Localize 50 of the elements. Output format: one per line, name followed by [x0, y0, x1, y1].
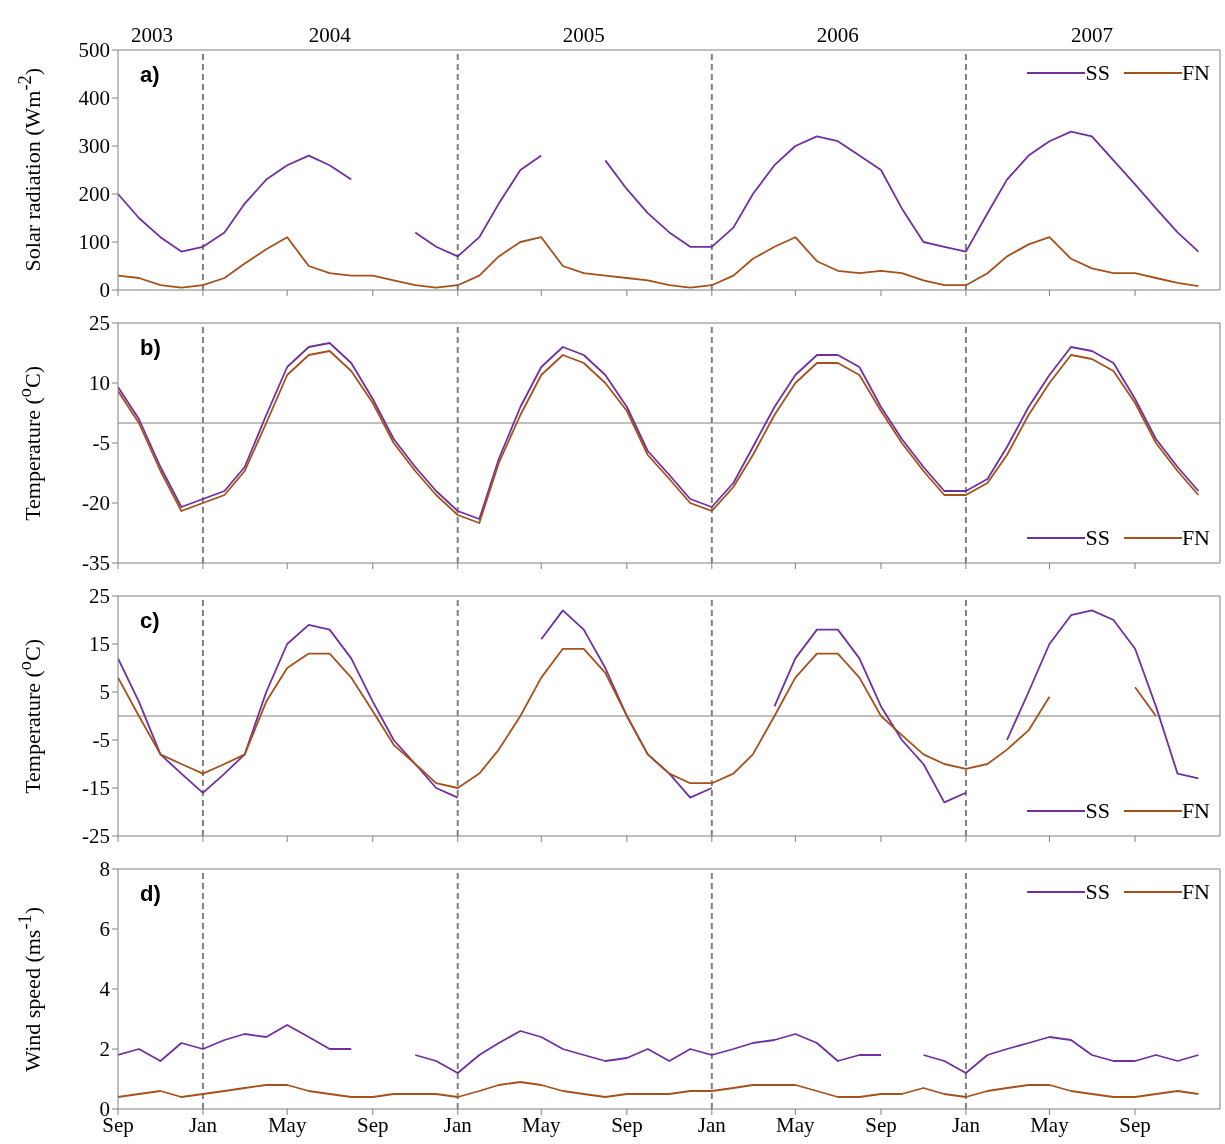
x-tick-label: May — [776, 1112, 816, 1137]
y-tick-label: 4 — [99, 977, 111, 1002]
x2-tick-label: 2005 — [562, 23, 605, 47]
legend-label: FN — [1181, 798, 1210, 824]
x-tick-label: Jan — [697, 1112, 727, 1137]
y-tick-label: 15 — [89, 632, 110, 657]
y-tick-label: 8 — [99, 857, 110, 882]
legend-label: SS — [1085, 798, 1110, 824]
y-tick-label: 2 — [99, 1037, 110, 1062]
y-tick-label: -25 — [82, 824, 110, 849]
y-tick-label: 5 — [99, 680, 110, 705]
legend-label: SS — [1085, 879, 1110, 905]
x-tick-label: Jan — [951, 1112, 981, 1137]
x-tick-label: May — [1030, 1112, 1070, 1137]
y-tick-label: 10 — [89, 371, 110, 396]
y-tick-label: 0 — [99, 278, 110, 303]
text: c) — [140, 608, 160, 634]
y-tick-label: -35 — [82, 551, 110, 576]
x2-tick-label: 2007 — [1070, 23, 1113, 47]
legend-label: SS — [1085, 525, 1110, 551]
x2-tick-label: 2004 — [308, 23, 352, 47]
x-tick-label: May — [522, 1112, 561, 1137]
x2-tick-label: 2006 — [816, 23, 859, 47]
legend-label: FN — [1181, 60, 1210, 86]
x-tick-label: Sep — [611, 1112, 643, 1137]
text: b) — [140, 335, 161, 361]
text: d) — [140, 881, 161, 907]
y-tick-label: 25 — [89, 311, 110, 336]
y-tick-label: 6 — [99, 917, 110, 942]
legend-label: FN — [1181, 525, 1210, 551]
x-tick-label: Jan — [443, 1112, 473, 1137]
x-tick-label: Sep — [357, 1112, 389, 1137]
x-tick-label: Sep — [865, 1112, 897, 1137]
y-tick-label: 100 — [78, 230, 110, 255]
x2-tick-label: 2003 — [131, 23, 174, 47]
y-tick-label: -5 — [92, 431, 110, 456]
y-tick-label: 400 — [78, 86, 110, 111]
x-tick-label: Jan — [188, 1112, 218, 1137]
x-tick-label: Sep — [1119, 1112, 1151, 1137]
legend-label: FN — [1181, 879, 1210, 905]
y-tick-label: 25 — [89, 584, 110, 609]
x-tick-label: May — [267, 1112, 307, 1137]
legend-label: SS — [1085, 60, 1110, 86]
y-tick-label: 300 — [78, 134, 110, 159]
y-tick-label: 200 — [78, 182, 110, 207]
y-tick-label: 500 — [78, 38, 110, 63]
text: a) — [140, 62, 160, 88]
y-tick-label: -15 — [82, 776, 110, 801]
y-tick-label: -20 — [82, 491, 110, 516]
y-tick-label: -5 — [92, 728, 110, 753]
